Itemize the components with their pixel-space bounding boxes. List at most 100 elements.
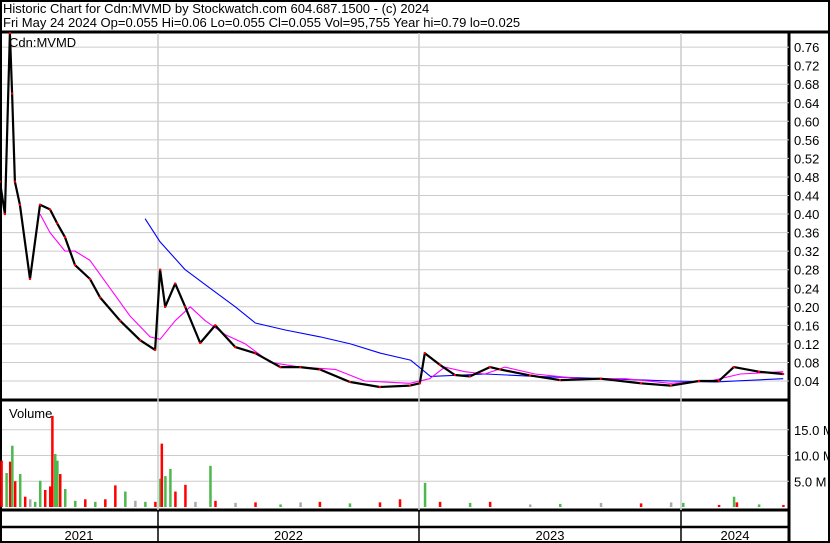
volume-bar xyxy=(43,490,47,507)
price-point xyxy=(48,208,51,211)
volume-bar xyxy=(94,501,97,507)
volume-bar xyxy=(0,460,3,507)
price-point xyxy=(18,203,21,206)
price-point xyxy=(599,377,602,380)
price-tick-label: 0.12 xyxy=(794,337,819,352)
volume-bar xyxy=(279,504,282,507)
price-tick-label: 0.76 xyxy=(794,40,819,55)
year-tick-label: 2024 xyxy=(721,528,750,543)
price-tick-label: 0.36 xyxy=(794,226,819,241)
price-point xyxy=(559,379,562,382)
volume-bar xyxy=(318,501,322,507)
price-point xyxy=(174,282,177,285)
volume-bar xyxy=(682,502,685,507)
volume-bar xyxy=(154,501,157,507)
volume-bar xyxy=(64,488,67,507)
volume-bar xyxy=(104,499,107,507)
chart-header-title: Historic Chart for Cdn:MVMD by Stockwatc… xyxy=(3,1,430,16)
price-tick-label: 0.28 xyxy=(794,263,819,278)
price-point xyxy=(11,92,14,95)
price-tick-label: 0.72 xyxy=(794,59,819,74)
price-tick-label: 0.04 xyxy=(794,374,819,389)
volume-bar xyxy=(378,502,382,507)
volume-bar xyxy=(164,476,167,507)
volume-bar xyxy=(84,499,87,507)
volume-bar xyxy=(53,453,57,507)
volume-bar xyxy=(468,502,472,507)
price-point xyxy=(498,368,501,371)
year-tick-label: 2022 xyxy=(274,528,303,543)
axis-labels: 0.04 0.08 0.12 0.16 0.20 0.24 0.28 0.32 0.36 0.40… xyxy=(9,35,830,543)
volume-bar xyxy=(423,482,427,507)
volume-bar xyxy=(48,486,52,507)
price-point xyxy=(164,305,167,308)
price-tick-label: 0.60 xyxy=(794,114,819,129)
volume-bar xyxy=(782,504,785,507)
volume-panel-title: Volume xyxy=(9,406,52,421)
price-line xyxy=(0,32,784,389)
price-point xyxy=(732,366,735,369)
volume-bar xyxy=(56,460,59,507)
price-point xyxy=(639,382,642,385)
price-point xyxy=(0,180,1,183)
price-point xyxy=(28,277,31,280)
volume-bar xyxy=(669,502,673,507)
volume-bar xyxy=(38,480,42,507)
price-tick-label: 0.40 xyxy=(794,207,819,222)
volume-bar xyxy=(735,502,739,507)
price-point xyxy=(64,236,67,239)
volume-bar xyxy=(169,468,172,507)
volume-bar xyxy=(184,484,187,507)
price-point xyxy=(669,384,672,387)
volume-tick-label: 15.0 M xyxy=(794,423,830,438)
price-point xyxy=(408,384,411,387)
volume-bar xyxy=(59,474,62,507)
price-point xyxy=(234,346,237,349)
volume-bar xyxy=(488,501,492,507)
volume-bar xyxy=(348,503,352,507)
price-point xyxy=(697,380,700,382)
price-point xyxy=(13,180,16,183)
price-tick-label: 0.32 xyxy=(794,244,819,259)
ma_long-line xyxy=(144,218,784,383)
volume-bar xyxy=(28,499,32,507)
volume-bar xyxy=(74,500,77,507)
price-point xyxy=(453,373,456,376)
volume-bar xyxy=(639,503,643,507)
volume-bar xyxy=(159,478,162,507)
volume-bar xyxy=(599,502,603,507)
price-tick-label: 0.52 xyxy=(794,151,819,166)
price-point xyxy=(468,375,471,378)
volume-bars xyxy=(0,415,785,507)
price-point xyxy=(254,352,257,355)
volume-bar xyxy=(114,485,117,507)
volume-bar xyxy=(438,501,442,507)
volume-bar xyxy=(51,415,54,507)
price-point xyxy=(119,319,122,322)
volume-bar xyxy=(174,491,177,507)
price-point xyxy=(184,305,187,308)
volume-tick-label: 10.0 M xyxy=(794,449,830,464)
volume-bar xyxy=(13,481,17,507)
volume-bar xyxy=(732,496,736,507)
price-tick-label: 0.44 xyxy=(794,189,819,204)
volume-bar xyxy=(234,502,237,507)
price-point xyxy=(418,382,421,385)
price-tick-label: 0.20 xyxy=(794,300,819,315)
year-tick-label: 2023 xyxy=(536,528,565,543)
price-point xyxy=(348,380,351,383)
volume-bar xyxy=(559,503,562,507)
price-point xyxy=(279,366,282,369)
price-lines xyxy=(0,32,785,389)
price-point xyxy=(717,380,720,382)
price-point xyxy=(199,341,202,344)
price-point xyxy=(154,348,157,351)
year-tick-label: 2021 xyxy=(65,528,94,543)
price-tick-label: 0.08 xyxy=(794,355,819,370)
price-panel-title: Cdn:MVMD xyxy=(9,35,76,50)
price-tick-label: 0.24 xyxy=(794,281,819,296)
price-tick-label: 0.56 xyxy=(794,133,819,148)
volume-bar xyxy=(11,445,14,507)
